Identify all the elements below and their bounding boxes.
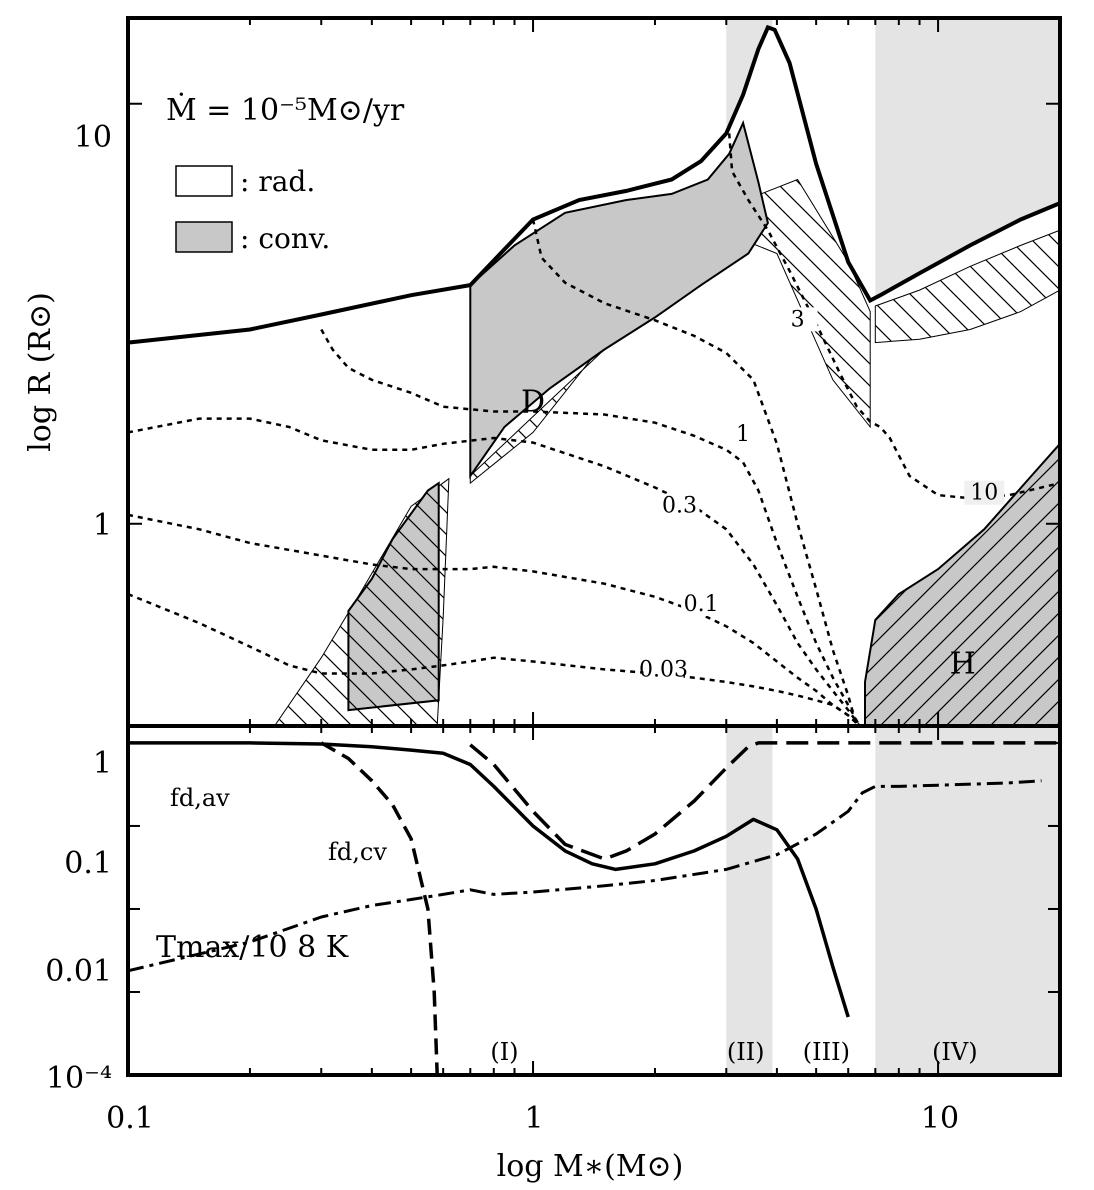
contour-label-bg [723, 422, 764, 447]
legend-swatch-rad [175, 165, 233, 197]
contour-label-0.3: 0.3 [662, 494, 697, 519]
contour-label-0.03: 0.03 [639, 658, 688, 683]
top-y-tick-1: 1 [93, 508, 112, 543]
contour-label-bg [659, 493, 700, 518]
contour-label-0.1: 0.1 [684, 592, 719, 617]
hatch-zone-upper [874, 229, 1060, 344]
series-rad [469, 741, 1060, 861]
contour-label-3: 3 [791, 307, 805, 332]
series-fd-av [128, 741, 850, 1018]
bottom-series [128, 741, 1060, 1075]
stellar-radius-line [127, 24, 1061, 345]
phase-label: (IV) [932, 1038, 978, 1066]
x-tick-0.1: 0.1 [106, 1101, 154, 1136]
phase-label: (II) [727, 1038, 765, 1066]
legend-swatch-conv [175, 221, 233, 253]
contour-line-3 [531, 219, 859, 726]
top-panel: 0.03 0.1 0.3 1 3 10 D H Ṁ = 10⁻⁵M⊙/yr : rad. … [23, 18, 1061, 726]
contour-label-bg [681, 592, 722, 617]
phase-label: (I) [490, 1038, 518, 1066]
phase-labels: (I) (II) (III) (IV) [490, 1038, 977, 1066]
bottom-panel: (I) (II) (III) (IV) fd,av fd,cv Tmax/10 8 K… [45, 726, 1061, 1184]
bottom-y-tick-0.01: 0.01 [45, 954, 112, 989]
top-y-tick-10: 10 [74, 120, 112, 155]
contour-labels: 0.03 0.1 0.3 1 3 10 [639, 307, 1005, 683]
legend: Ṁ = 10⁻⁵M⊙/yr : rad. : conv. [166, 92, 405, 255]
bottom-panel-frame [126, 724, 1062, 1077]
legend-title: Ṁ = 10⁻⁵M⊙/yr [166, 92, 405, 128]
x-tick-1: 1 [524, 1101, 543, 1136]
top-y-axis-title: log R (R⊙) [23, 292, 58, 452]
top-dotted-contours [128, 133, 1060, 726]
bottom-y-tick-1e-4: 10⁻⁴ [46, 1061, 112, 1096]
contour-line-1 [320, 328, 861, 726]
contour-label-bg [964, 480, 1005, 505]
contour-line-10 [727, 133, 1060, 500]
x-axis-title: log M∗(M⊙) [497, 1149, 684, 1184]
series-fd-cv [320, 741, 439, 1075]
series-label-tmax: Tmax/10 8 K [156, 930, 349, 965]
region-label-h: H [950, 647, 976, 682]
region-label-d: D [521, 385, 545, 420]
contour-label-10: 10 [970, 481, 998, 506]
x-tick-10: 10 [921, 1101, 959, 1136]
convective-zone-D-envelope [469, 119, 769, 480]
series-tmax-10-8-k [128, 779, 1042, 973]
series-label-fd-av: fd,av [170, 784, 230, 812]
bottom-y-tick-0.1: 0.1 [64, 846, 112, 881]
contour-label-bg [643, 657, 684, 682]
phase-label: (III) [803, 1038, 850, 1066]
bottom-shaded-band [726, 726, 773, 1075]
contour-line-0.3 [128, 417, 861, 726]
legend-label-conv: : conv. [240, 222, 330, 255]
contour-label-1: 1 [736, 422, 750, 447]
bottom-shaded-bands [726, 726, 1060, 1075]
legend-label-rad: : rad. [240, 165, 315, 198]
series-label-fd-cv: fd,cv [328, 838, 387, 866]
bottom-shaded-band [875, 726, 1060, 1075]
bottom-y-tick-1: 1 [93, 746, 112, 781]
contour-line-0.03 [128, 592, 861, 726]
convective-hatch-H-core [865, 443, 1060, 726]
contour-label-bg [777, 307, 818, 332]
convective-hatch-core-low-mass [348, 483, 439, 711]
